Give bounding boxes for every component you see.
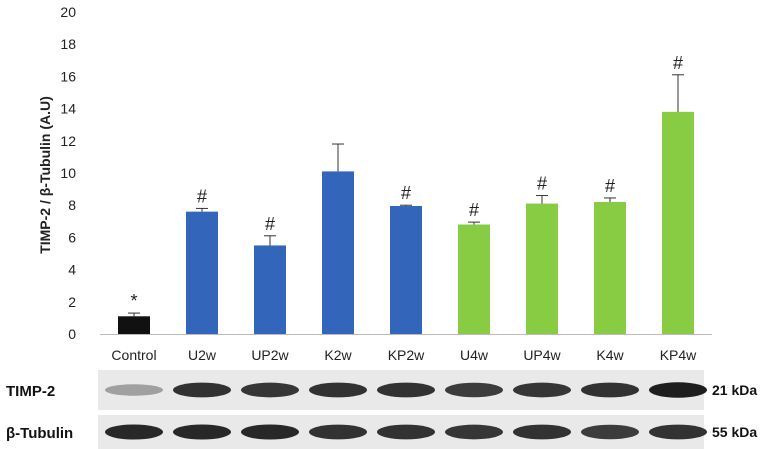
y-tick-label: 16 bbox=[60, 68, 76, 84]
blot-size-label: 55 kDa bbox=[712, 424, 757, 440]
bar-k4w bbox=[594, 201, 626, 334]
error-bar bbox=[332, 143, 344, 172]
blot-band bbox=[581, 424, 639, 440]
significance-markers: * # # # # # # # bbox=[130, 53, 683, 311]
blot-band bbox=[513, 382, 571, 398]
y-axis-ticks: 0 2 4 6 8 10 12 14 16 18 20 bbox=[60, 4, 76, 342]
category-label: UP2w bbox=[251, 347, 289, 363]
category-labels: Control U2w UP2w K2w KP2w U4w UP4w K4w KP4w bbox=[111, 347, 697, 363]
blot-band bbox=[377, 382, 435, 398]
error-bar bbox=[604, 197, 616, 202]
bar-up2w bbox=[254, 245, 286, 334]
y-tick-label: 10 bbox=[60, 165, 76, 181]
western-blots: TIMP-2 21 kDa β-Tubulin 55 kDa bbox=[6, 370, 757, 449]
significance-marker: # bbox=[605, 176, 615, 196]
bar-kp2w bbox=[390, 206, 422, 334]
blot-band bbox=[513, 424, 571, 440]
error-bar bbox=[264, 235, 276, 246]
significance-marker: # bbox=[265, 214, 275, 234]
blot-band bbox=[105, 424, 163, 440]
blot-band bbox=[241, 424, 299, 440]
significance-marker: # bbox=[197, 186, 207, 206]
category-label: K2w bbox=[324, 347, 352, 363]
y-tick-label: 8 bbox=[68, 197, 76, 213]
category-label: UP4w bbox=[523, 347, 561, 363]
y-tick-label: 6 bbox=[68, 229, 76, 245]
blot-band bbox=[649, 382, 707, 398]
y-tick-label: 4 bbox=[68, 262, 76, 278]
significance-marker: # bbox=[673, 53, 683, 73]
category-label: Control bbox=[111, 347, 156, 363]
blot-band bbox=[105, 384, 163, 396]
bar-u4w bbox=[458, 224, 490, 334]
bar-k2w bbox=[322, 171, 354, 334]
error-bar bbox=[672, 74, 684, 112]
significance-marker: * bbox=[130, 291, 137, 311]
error-bar bbox=[400, 204, 412, 207]
y-tick-label: 2 bbox=[68, 294, 76, 310]
blot-label: β-Tubulin bbox=[6, 425, 73, 442]
blot-band bbox=[581, 382, 639, 398]
y-tick-label: 0 bbox=[68, 326, 76, 342]
category-label: KP4w bbox=[660, 347, 697, 363]
blot-band bbox=[173, 382, 231, 398]
y-tick-label: 20 bbox=[60, 4, 76, 20]
blot-row-timp2: TIMP-2 21 kDa bbox=[6, 370, 757, 410]
error-bar bbox=[536, 195, 548, 204]
bar-u2w bbox=[186, 211, 218, 334]
bar-control bbox=[118, 316, 150, 334]
category-label: U4w bbox=[460, 347, 489, 363]
blot-band bbox=[309, 382, 367, 398]
bar-up4w bbox=[526, 203, 558, 334]
y-tick-label: 14 bbox=[60, 101, 76, 117]
y-tick-label: 18 bbox=[60, 36, 76, 52]
bars bbox=[118, 111, 694, 334]
blot-band bbox=[309, 424, 367, 440]
blot-band bbox=[241, 382, 299, 398]
blot-band bbox=[649, 424, 707, 440]
y-tick-label: 12 bbox=[60, 133, 76, 149]
category-label: K4w bbox=[596, 347, 624, 363]
y-axis-label: TIMP-2 / β-Tubulin (A.U) bbox=[37, 96, 53, 254]
blot-size-label: 21 kDa bbox=[712, 382, 757, 398]
blot-row-beta-tubulin: β-Tubulin 55 kDa bbox=[6, 415, 757, 449]
blot-band bbox=[377, 424, 435, 440]
category-label: KP2w bbox=[388, 347, 425, 363]
blot-band bbox=[445, 382, 503, 398]
error-bar bbox=[128, 312, 140, 317]
error-bars bbox=[128, 74, 684, 317]
significance-marker: # bbox=[401, 183, 411, 203]
significance-marker: # bbox=[469, 200, 479, 220]
blot-band bbox=[173, 424, 231, 440]
significance-marker: # bbox=[537, 174, 547, 194]
category-label: U2w bbox=[188, 347, 217, 363]
bar-kp4w bbox=[662, 111, 694, 334]
blot-band bbox=[445, 424, 503, 440]
error-bar bbox=[196, 207, 208, 212]
error-bar bbox=[468, 221, 480, 225]
blot-label: TIMP-2 bbox=[6, 383, 55, 400]
